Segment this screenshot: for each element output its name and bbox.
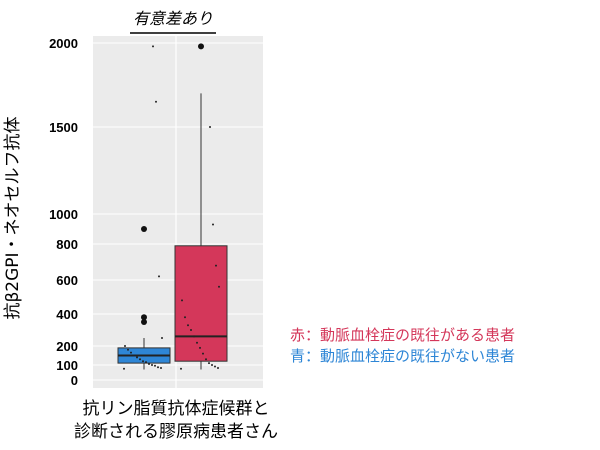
data-point xyxy=(161,337,163,339)
data-point xyxy=(157,366,159,369)
legend-red: 赤：動脈血栓症の既往がある患者 xyxy=(290,326,515,344)
data-point xyxy=(199,346,201,349)
data-point xyxy=(154,364,156,367)
data-point xyxy=(217,367,219,369)
data-point xyxy=(155,100,157,103)
data-point xyxy=(205,358,207,361)
significance-label: 有意差あり xyxy=(133,9,213,28)
data-point xyxy=(193,335,195,338)
outlier-point xyxy=(141,319,147,325)
data-point xyxy=(136,356,138,359)
outlier-point xyxy=(198,43,204,50)
data-point xyxy=(127,348,129,351)
data-point xyxy=(211,364,213,366)
outlier-point xyxy=(141,226,147,232)
y-tick-label: 0 xyxy=(71,373,78,388)
data-point xyxy=(196,341,198,344)
data-point xyxy=(160,367,162,369)
data-point xyxy=(151,364,153,366)
y-tick-label: 1500 xyxy=(49,120,78,135)
data-point xyxy=(145,361,147,364)
boxes xyxy=(117,93,228,370)
data-points xyxy=(123,43,220,370)
data-point xyxy=(124,345,126,347)
data-point xyxy=(180,367,182,370)
data-point xyxy=(202,352,204,355)
y-axis-label: 抗β2GPI・ネオセルフ抗体 xyxy=(3,116,23,319)
data-point xyxy=(215,264,217,267)
y-tick-label: 2000 xyxy=(49,36,78,51)
data-point xyxy=(148,363,150,366)
y-tick-label: 1000 xyxy=(49,207,78,222)
legend-blue: 青：動脈血栓症の既往がない患者 xyxy=(290,347,515,365)
x-label-line-1: 抗リン脂質抗体症候群と xyxy=(83,399,270,419)
data-point xyxy=(158,275,160,278)
data-point xyxy=(139,358,141,361)
data-point xyxy=(190,329,192,331)
box-body xyxy=(174,245,228,362)
y-tick-label: 200 xyxy=(56,339,78,354)
data-point xyxy=(130,351,132,354)
box-arterial_thrombosis xyxy=(174,93,228,370)
data-point xyxy=(212,223,214,226)
y-tick-label: 800 xyxy=(56,237,78,252)
data-point xyxy=(133,354,135,357)
data-point xyxy=(208,362,210,365)
data-point xyxy=(142,360,144,363)
data-point xyxy=(209,126,211,128)
data-point xyxy=(187,324,189,327)
y-tick-label: 100 xyxy=(56,358,78,373)
x-label-line-2: 診断される膠原病患者さん xyxy=(74,422,278,442)
data-point xyxy=(214,365,216,368)
y-tick-label: 600 xyxy=(56,273,78,288)
outlier-point xyxy=(141,314,147,321)
data-point xyxy=(218,285,220,288)
y-tick-label: 400 xyxy=(56,307,78,322)
data-point xyxy=(184,316,186,319)
data-point xyxy=(123,367,125,370)
data-point xyxy=(181,299,183,302)
data-point xyxy=(152,45,154,48)
